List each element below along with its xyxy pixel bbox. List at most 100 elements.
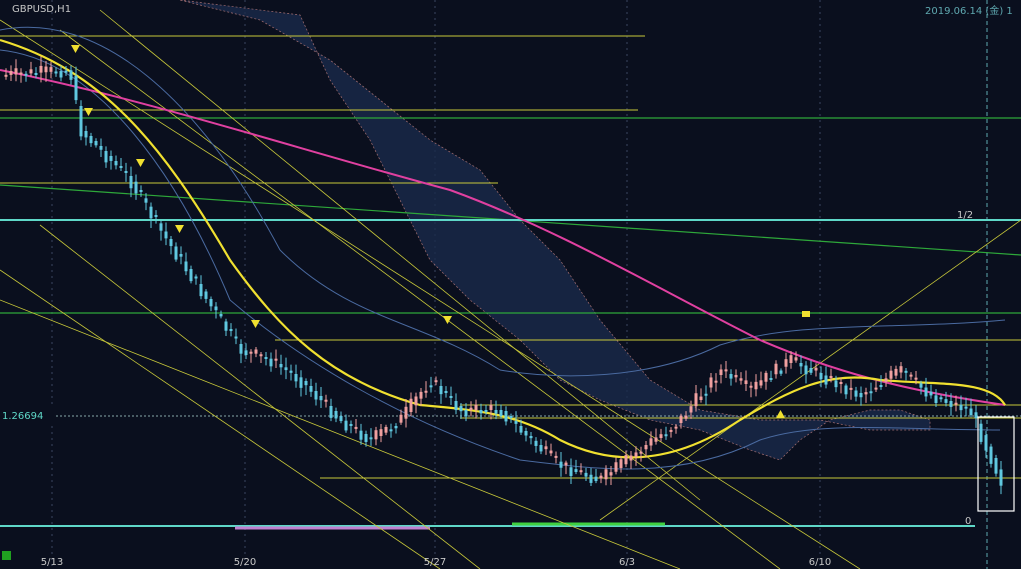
candle-body: [564, 462, 568, 466]
candle-body: [269, 358, 273, 367]
candle-body: [24, 73, 28, 76]
candle-body: [359, 430, 363, 440]
candle-body: [364, 434, 368, 442]
x-label: 5/13: [41, 557, 63, 568]
candle-body: [94, 141, 98, 146]
candle-body: [119, 166, 123, 168]
candle-body: [234, 336, 238, 339]
candle-body: [474, 404, 478, 410]
candle-body: [609, 472, 613, 476]
candle-body: [864, 392, 868, 395]
candle-body: [204, 291, 208, 299]
candle-body: [484, 410, 488, 412]
candle-body: [384, 426, 388, 433]
fib-label: 0: [965, 516, 971, 527]
candle-body: [464, 410, 468, 417]
candle-body: [319, 396, 323, 401]
candle-body: [479, 410, 483, 414]
candle-body: [254, 349, 258, 354]
candle-body: [744, 380, 748, 384]
candle-body: [89, 136, 93, 144]
candle-body: [164, 231, 168, 239]
candle-body: [584, 472, 588, 477]
candle-body: [524, 431, 528, 436]
grid: [51, 0, 821, 569]
candle-body: [764, 372, 768, 382]
candle-body: [824, 375, 828, 385]
candle-body: [519, 426, 523, 433]
candle-body: [294, 374, 298, 382]
candle-body: [679, 415, 683, 423]
x-label: 6/3: [619, 557, 635, 568]
candle-body: [934, 395, 938, 403]
candle-body: [574, 469, 578, 472]
candle-body: [289, 370, 293, 373]
candle-body: [784, 359, 788, 367]
candle-body: [759, 380, 763, 386]
candle-body: [229, 329, 233, 332]
candle-body: [959, 404, 963, 411]
candle-body: [54, 71, 58, 74]
candle-body: [614, 462, 618, 472]
candle-body: [159, 223, 163, 231]
datetime: 2019.06.14 (金) 1: [925, 4, 1013, 17]
candle-body: [989, 446, 993, 464]
candle-body: [114, 161, 118, 166]
ma-short: [0, 38, 1006, 459]
candle-body: [224, 321, 228, 331]
candle-body: [954, 402, 958, 405]
candle-body: [659, 434, 663, 438]
candle-body: [894, 368, 898, 376]
candle-body: [374, 430, 378, 440]
candle-body: [604, 469, 608, 480]
candle-body: [719, 369, 723, 375]
candle-body: [849, 387, 853, 390]
candle-body: [304, 381, 308, 386]
candle-body: [599, 475, 603, 479]
symbol: GBPUSD,H1: [12, 4, 71, 15]
candle-body: [469, 407, 473, 410]
candle-body: [34, 73, 38, 75]
candle-body: [399, 414, 403, 423]
candle-body: [199, 284, 203, 297]
candle-body: [589, 474, 593, 483]
candle-body: [534, 440, 538, 446]
candle-body: [969, 408, 973, 416]
candle-body: [44, 66, 48, 73]
candle-body: [49, 67, 53, 72]
candle-body: [909, 374, 913, 377]
candle-body: [559, 461, 563, 468]
candle-body: [29, 69, 33, 74]
ichimoku-cloud: [179, 0, 931, 461]
candle-body: [274, 358, 278, 361]
candle-body: [774, 363, 778, 375]
candle-body: [974, 412, 978, 419]
candle-body: [489, 404, 493, 410]
candle-body: [819, 373, 823, 380]
candle-body: [979, 423, 983, 442]
candle-body: [869, 391, 873, 394]
candle-body: [844, 385, 848, 395]
candle-body: [919, 383, 923, 388]
candle-body: [664, 434, 668, 437]
candle-body: [684, 415, 688, 419]
candle-body: [194, 276, 198, 279]
candle-body: [834, 380, 838, 388]
candle-body: [699, 396, 703, 400]
candle-body: [854, 390, 858, 397]
candle-body: [179, 254, 183, 257]
candle-body: [154, 215, 158, 217]
candle-body: [984, 435, 988, 451]
candle-body: [354, 426, 358, 429]
candle-body: [779, 370, 783, 374]
candle-body: [134, 181, 138, 194]
candle-body: [924, 387, 928, 397]
candle-body: [644, 445, 648, 450]
candle-body: [444, 391, 448, 393]
candle-body: [449, 396, 453, 398]
candle-body: [529, 436, 533, 439]
candle-body: [344, 420, 348, 431]
candle-body: [724, 369, 728, 372]
candle-body: [214, 306, 218, 311]
candle-body: [169, 239, 173, 247]
